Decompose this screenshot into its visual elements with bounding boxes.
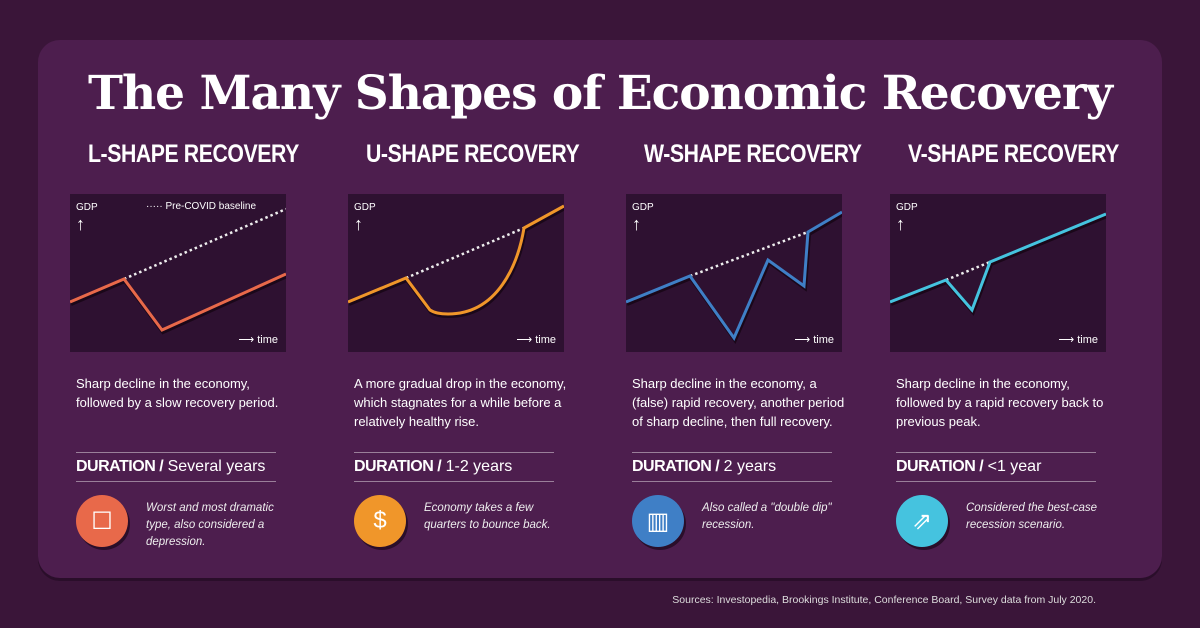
gdp-line xyxy=(626,210,842,342)
up-arrow-icon: ↑ xyxy=(896,214,905,234)
shadow-line xyxy=(626,212,842,345)
description: Sharp decline in the economy, followed b… xyxy=(76,376,279,410)
recovery-column-w: W-SHAPE RECOVERY GDP ↑ ⟶ time Sharp decl… xyxy=(626,140,866,547)
x-axis-label: ⟶ time xyxy=(516,334,556,346)
y-axis-label: GDP xyxy=(354,202,376,213)
recovery-chart: GDP ↑ ····· Pre-COVID baseline ⟶ time xyxy=(70,194,286,352)
up-arrow-icon: ↑ xyxy=(632,214,641,234)
recovery-column-u: U-SHAPE RECOVERY GDP ↑ ⟶ time A more gra… xyxy=(348,140,588,547)
y-axis-label: GDP xyxy=(76,202,98,213)
x-axis-label: ⟶ time xyxy=(794,334,834,346)
column-heading: V-SHAPE RECOVERY xyxy=(908,140,1119,168)
chart-svg xyxy=(348,204,564,319)
recovery-column-l: L-SHAPE RECOVERY GDP ↑ ····· Pre-COVID b… xyxy=(70,140,310,548)
baseline-line xyxy=(123,207,286,281)
description: A more gradual drop in the economy, whic… xyxy=(354,376,567,429)
page-title: The Many Shapes of Economic Recovery xyxy=(88,66,1113,121)
worker-holding-box-icon: ☐ xyxy=(76,495,128,547)
column-heading: U-SHAPE RECOVERY xyxy=(366,140,580,168)
x-axis-label: ⟶ time xyxy=(238,334,278,346)
note: Economy takes a few quarters to bounce b… xyxy=(424,502,551,531)
column-heading: L-SHAPE RECOVERY xyxy=(88,140,299,168)
baseline-line xyxy=(945,260,991,282)
duration: DURATION / 2 years xyxy=(632,452,832,482)
chart-svg xyxy=(626,210,842,345)
description: Sharp decline in the economy, followed b… xyxy=(896,376,1104,429)
description: Sharp decline in the economy, a (false) … xyxy=(632,376,845,429)
baseline-line xyxy=(405,226,525,280)
chart-svg xyxy=(890,212,1106,316)
chart-svg xyxy=(70,207,286,335)
recovery-chart: GDP ↑ ⟶ time xyxy=(890,194,1106,352)
y-axis-label: GDP xyxy=(632,202,654,213)
rising-people-chart-icon: ⇗ xyxy=(896,495,948,547)
baseline-line xyxy=(689,230,809,278)
baseline-legend: ····· Pre-COVID baseline xyxy=(146,201,257,212)
shadow-line xyxy=(890,214,1106,316)
recovery-chart: GDP ↑ ⟶ time xyxy=(626,194,842,352)
column-heading: W-SHAPE RECOVERY xyxy=(644,140,862,168)
right-arrow-icon: ⟶ xyxy=(794,334,811,346)
note: Also called a "double dip" recession. xyxy=(702,502,832,531)
gdp-line xyxy=(70,272,286,332)
note: Worst and most dramatic type, also consi… xyxy=(146,502,274,548)
up-arrow-icon: ↑ xyxy=(76,214,85,234)
up-arrow-icon: ↑ xyxy=(354,214,363,234)
sources: Sources: Investopedia, Brookings Institu… xyxy=(672,594,1096,606)
gdp-line xyxy=(890,212,1106,313)
recovery-column-v: V-SHAPE RECOVERY GDP ↑ ⟶ time Sharp decl… xyxy=(890,140,1130,547)
y-axis-label: GDP xyxy=(896,202,918,213)
falling-bar-chart-icon: ▥ xyxy=(632,495,684,547)
gdp-line xyxy=(348,204,564,316)
right-arrow-icon: ⟶ xyxy=(516,334,533,346)
duration: DURATION / <1 year xyxy=(896,452,1096,482)
recovery-chart: GDP ↑ ⟶ time xyxy=(348,194,564,352)
x-axis-label: ⟶ time xyxy=(1058,334,1098,346)
right-arrow-icon: ⟶ xyxy=(238,334,255,346)
duration: DURATION / Several years xyxy=(76,452,276,482)
declining-money-chart-icon: $ xyxy=(354,495,406,547)
note: Considered the best-case recession scena… xyxy=(966,502,1098,531)
duration: DURATION / 1-2 years xyxy=(354,452,554,482)
right-arrow-icon: ⟶ xyxy=(1058,334,1075,346)
